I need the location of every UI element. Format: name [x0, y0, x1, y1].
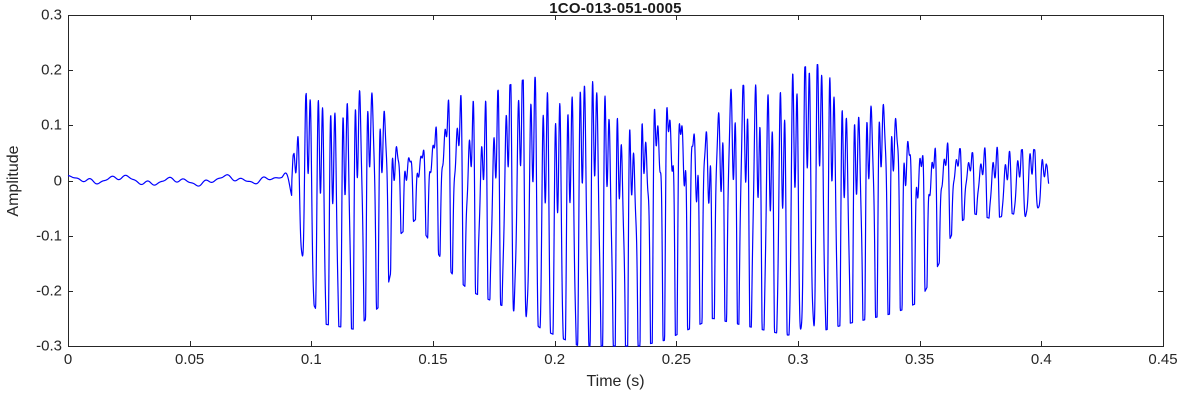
- chart-title: 1CO-013-051-0005: [549, 0, 682, 17]
- x-tick-label: 0.4: [1030, 351, 1052, 368]
- x-tick-label: 0.05: [175, 351, 205, 368]
- y-tick-label: 0: [53, 172, 62, 189]
- x-tick-label: 0.45: [1148, 351, 1178, 368]
- x-tick-label: 0.1: [300, 351, 322, 368]
- y-tick-label: 0.2: [41, 61, 62, 79]
- y-tick-label: 0.1: [41, 116, 62, 134]
- x-axis-label: Time (s): [586, 373, 645, 390]
- x-tick-label: 0.2: [544, 351, 566, 368]
- y-tick-label: -0.3: [36, 337, 62, 355]
- x-tick-label: 0.25: [661, 351, 691, 368]
- y-tick-label: -0.2: [36, 282, 62, 300]
- x-tick-label: 0.15: [418, 351, 448, 368]
- x-tick-label: 0: [63, 351, 73, 368]
- x-tick-label: 0.3: [787, 351, 809, 368]
- y-tick-label: 0.3: [41, 6, 62, 24]
- y-tick-label: -0.1: [36, 227, 62, 245]
- x-tick-label: 0.35: [905, 351, 935, 368]
